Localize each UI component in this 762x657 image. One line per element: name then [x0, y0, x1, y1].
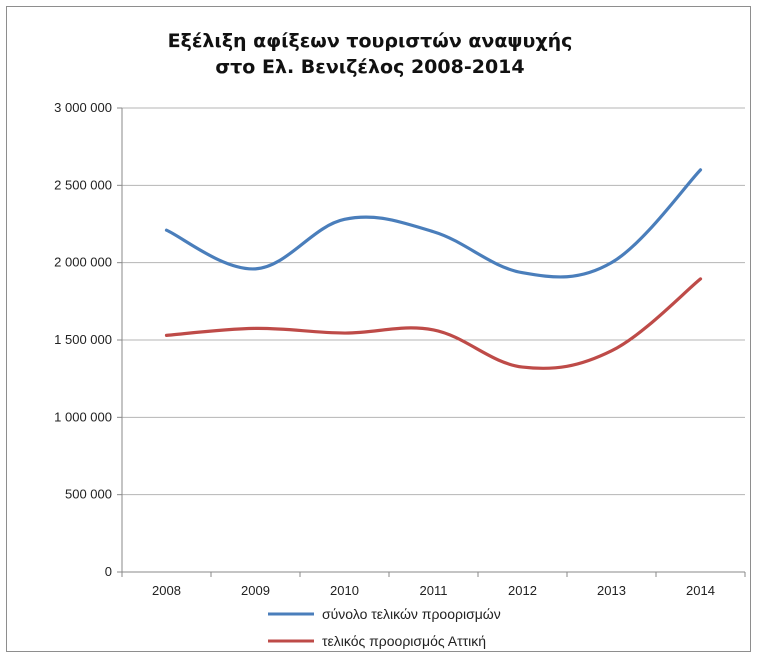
- y-tick-label: 2 500 000: [54, 177, 112, 192]
- x-tick-label: 2009: [241, 583, 270, 598]
- x-tick-label: 2011: [420, 583, 448, 598]
- y-tick-label: 1 500 000: [54, 332, 112, 347]
- x-tick-label: 2012: [508, 583, 537, 598]
- chart-title: Εξέλιξη αφίξεων τουριστών αναψυχής στο Ε…: [0, 28, 740, 80]
- x-tick-label: 2010: [330, 583, 359, 598]
- y-tick-label: 3 000 000: [54, 100, 112, 115]
- legend-label-2: τελικός προορισμός Αττική: [322, 633, 486, 649]
- y-tick-label: 0: [105, 564, 112, 579]
- chart-title-line-2: στο Ελ. Βενιζέλος 2008-2014: [215, 56, 525, 78]
- y-tick-label: 2 000 000: [54, 255, 112, 270]
- x-tick-label: 2014: [686, 583, 715, 598]
- series-line-1: [164, 168, 703, 279]
- y-tick-label: 1 000 000: [54, 409, 112, 424]
- x-tick-label: 2008: [152, 583, 181, 598]
- chart-title-line-1: Εξέλιξη αφίξεων τουριστών αναψυχής: [167, 30, 573, 52]
- x-tick-label: 2013: [597, 583, 626, 598]
- y-tick-label: 500 000: [65, 487, 112, 502]
- series-line-2: [164, 277, 703, 370]
- legend-label-1: σύνολο τελικών προορισμών: [322, 606, 501, 622]
